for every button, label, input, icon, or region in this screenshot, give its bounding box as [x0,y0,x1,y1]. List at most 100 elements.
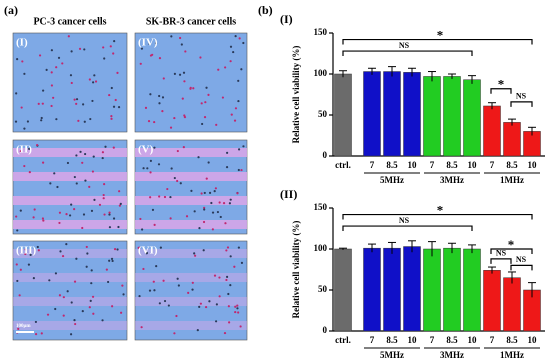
cell [106,280,110,284]
cell [173,176,176,180]
cell [66,290,69,293]
cell [149,93,152,96]
cell [229,284,232,287]
cell [166,187,169,191]
cell [118,190,121,193]
cell [225,278,228,282]
cell [65,213,68,216]
cell [173,116,176,120]
cell [213,190,216,193]
cell [142,267,145,271]
cell [221,96,225,99]
cell [225,249,228,252]
cell [54,272,58,275]
cell [187,291,190,294]
cell [177,284,180,287]
cell [118,204,121,207]
cell [92,312,95,315]
cell [153,223,156,226]
cell [222,202,226,205]
image-label: (II) [16,144,32,156]
cell [158,57,162,60]
cell [69,333,73,336]
y-tick-label: 0 [323,325,328,335]
cell [238,37,241,40]
cell [14,120,18,123]
cell [16,279,19,283]
cell [89,299,92,303]
x-tick-label: 8.5 [386,160,398,170]
cell [23,164,26,168]
cell [226,246,230,249]
cell [34,333,38,336]
cell [102,46,105,49]
cell [203,116,207,119]
cell [24,252,27,256]
x-tick-label: 8.5 [506,335,518,345]
image-label: (I) [16,37,28,49]
cell [42,219,45,222]
bar [503,122,521,157]
cell [108,213,111,216]
cell [170,167,173,170]
cell [218,295,221,298]
cell [116,248,119,251]
cell [145,251,149,255]
cell [92,81,95,84]
cell [173,332,176,335]
cell [29,253,32,256]
cell [91,99,94,103]
cell [82,103,85,106]
cell [83,48,86,51]
cell [173,72,176,75]
bar [383,247,401,332]
cell [101,319,104,322]
cell [42,89,45,92]
cell [229,255,232,258]
bracket [510,264,533,271]
bar [363,247,381,332]
cell [148,289,152,292]
bar [463,79,481,157]
cell [110,117,113,120]
cell [139,217,142,221]
cell [40,119,43,122]
cell [113,40,116,43]
stripe [13,172,127,181]
cell [175,314,178,318]
cell [75,182,78,185]
cell [28,171,31,174]
cell [58,221,61,225]
significance: NS [399,41,410,50]
cell [117,225,120,229]
cell [61,254,65,258]
cell [101,151,105,154]
cell [59,250,62,253]
cell [140,47,144,50]
stripe [135,249,247,258]
cell [89,117,92,121]
cell [112,105,116,108]
cell [191,281,194,284]
cell [110,257,114,260]
cell [88,306,91,309]
cell [58,294,62,297]
cell [108,226,112,229]
x-tick-label: 7 [430,160,435,170]
cell [114,98,117,102]
cell [149,159,152,162]
x-tick-label: ctrl. [335,335,351,345]
cell [240,261,244,264]
cell [73,175,76,179]
cell [92,155,95,158]
cell [110,115,113,118]
cell [200,102,203,105]
cell [112,217,116,220]
cell [53,172,56,175]
cell [16,229,19,232]
image-label: (V) [138,144,154,156]
cell [15,215,18,218]
cell [78,47,82,50]
cell [161,96,165,99]
cell [158,195,161,198]
